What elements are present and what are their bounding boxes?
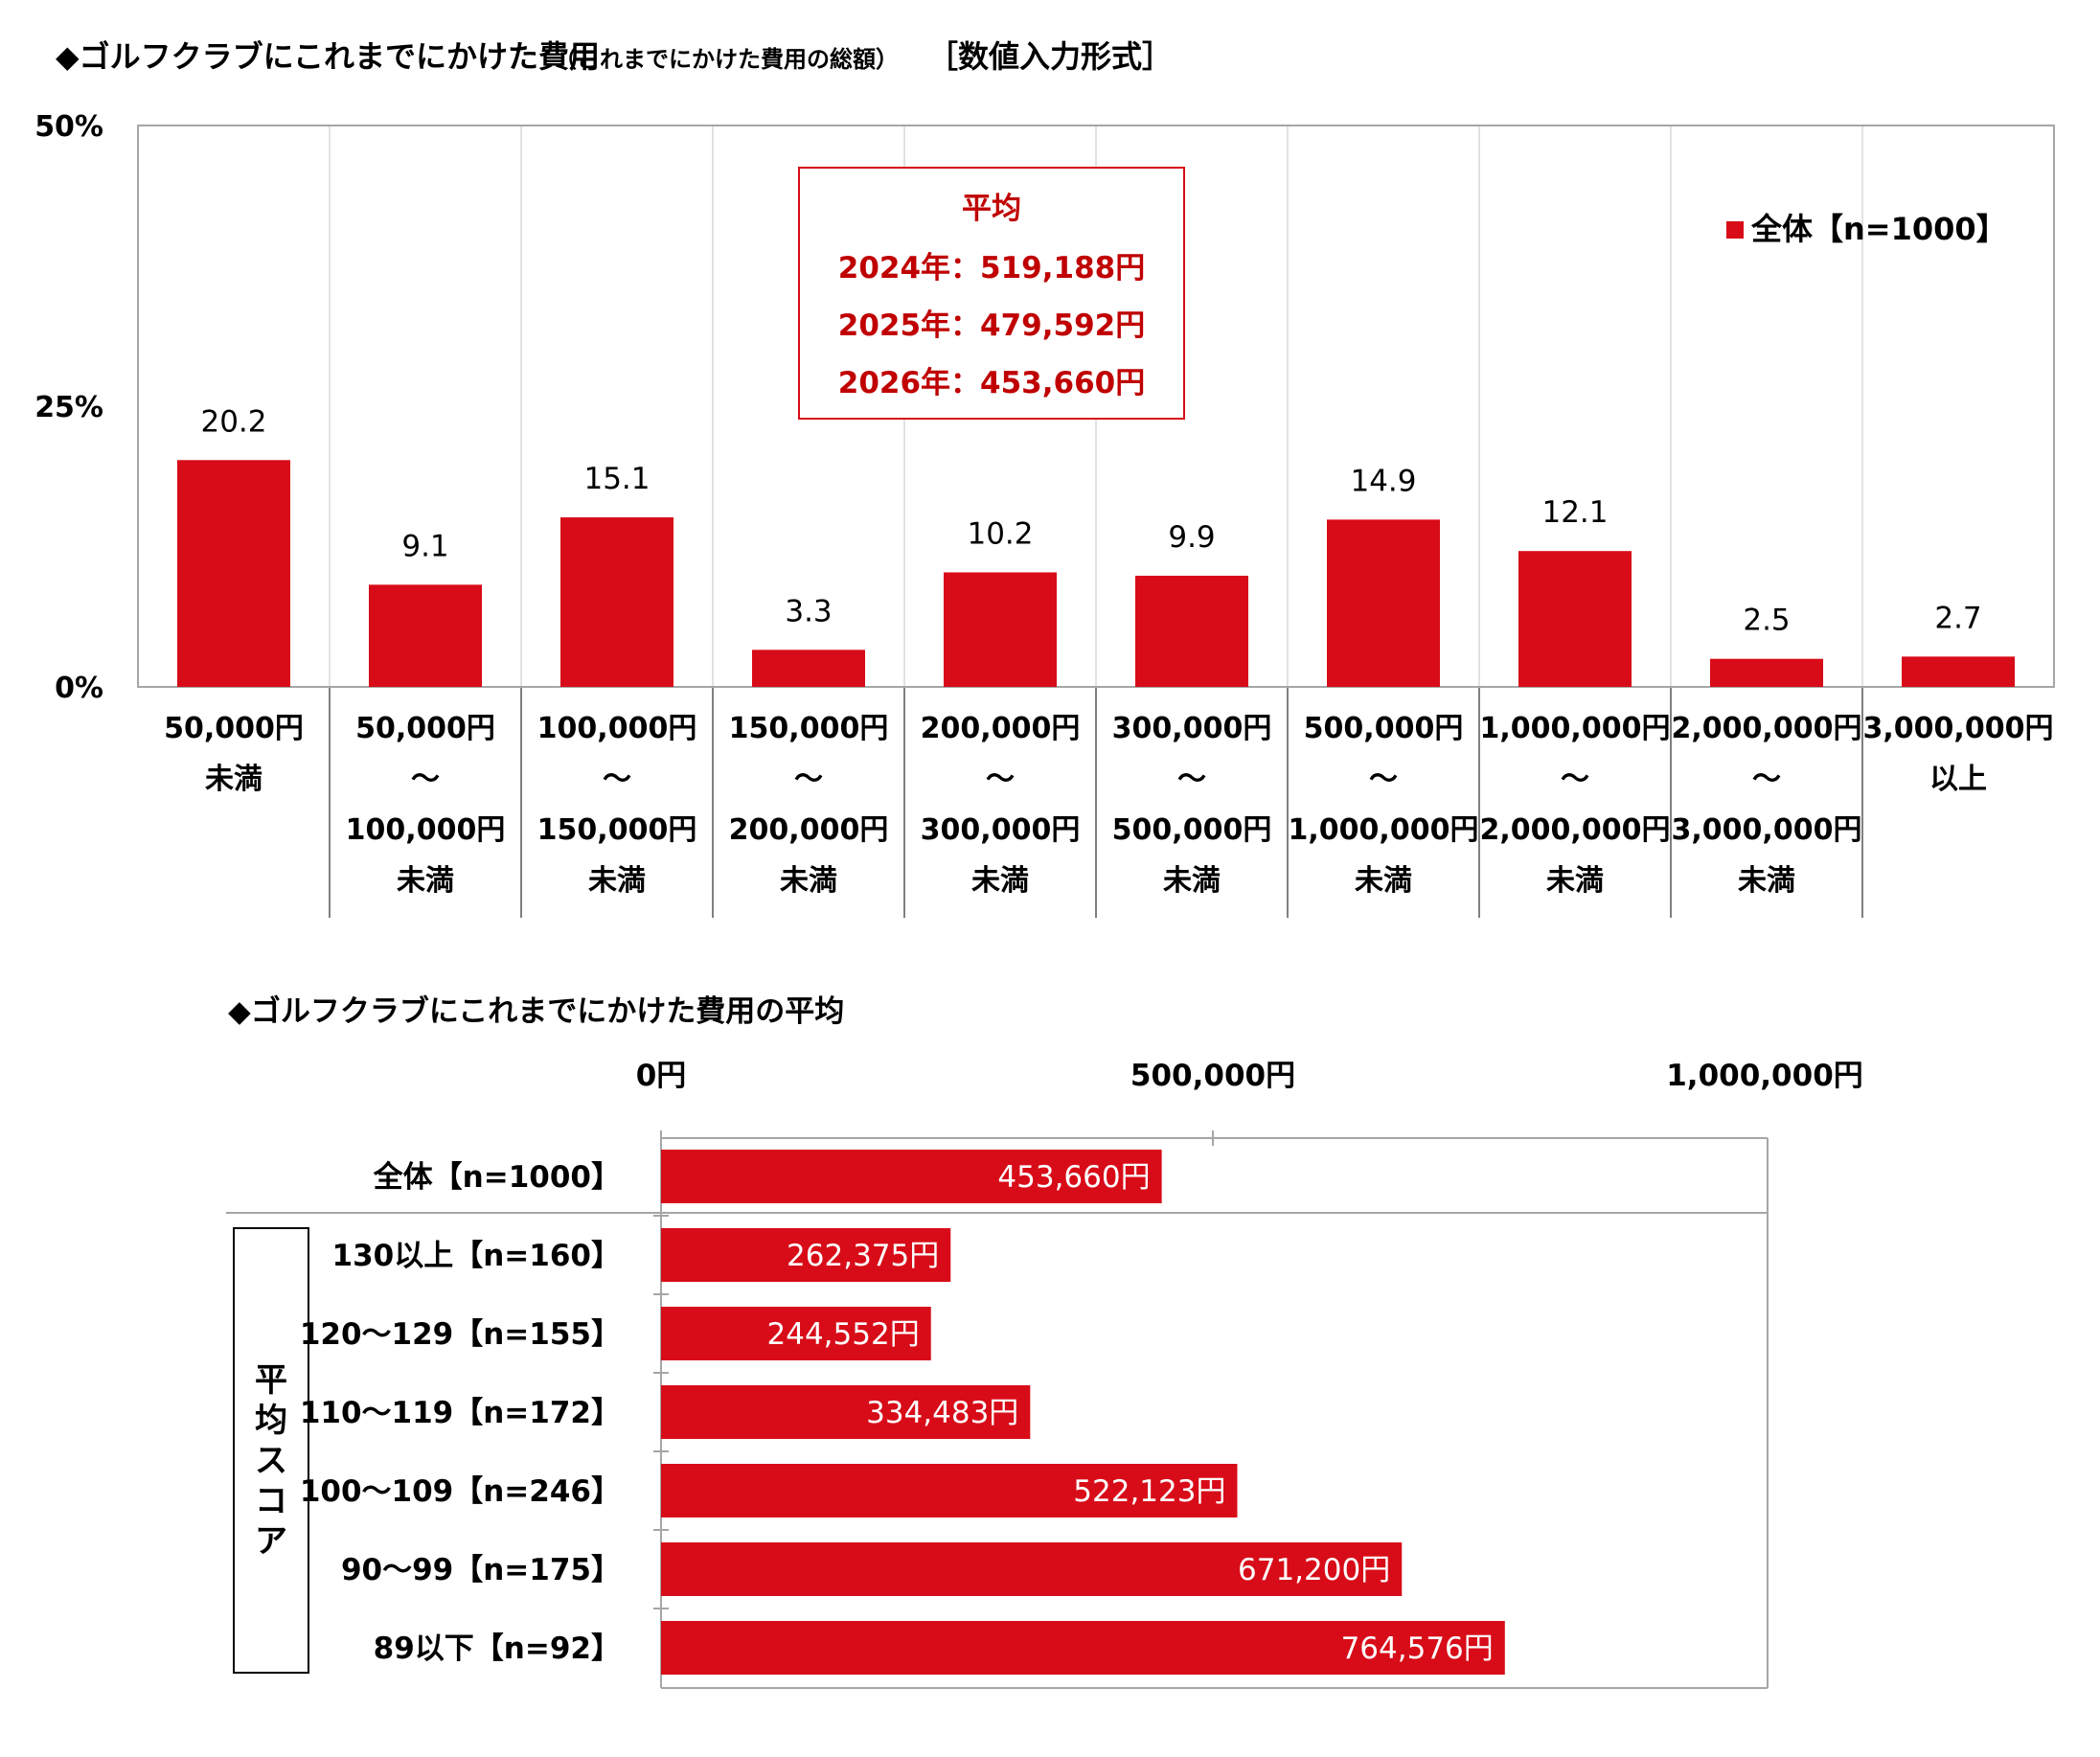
chart1-gridlines [329,126,1863,918]
bar-value-label: 2.5 [1743,604,1790,638]
y-tick-label: 90～99【n=175】 [341,1553,621,1587]
x-tick-label: 100,000円～ 150,000円未満 [537,712,697,898]
chart2-x-axis: 0円 500,000円 1,000,000円 [636,1059,1863,1093]
x-tick-label: 200,000円～ 300,000円未満 [921,712,1081,898]
bar [560,517,673,687]
bar [944,572,1057,687]
x-tick-label: 1,000,000円 [1666,1059,1863,1093]
x-tick-label: 1,000,000円～ 2,000,000円未満 [1480,712,1671,898]
bar-value-label: 2.7 [1934,601,1981,635]
bar-value-label: 453,660円 [997,1160,1150,1195]
chart1-legend: 全体【n=1000】 [1726,211,2007,247]
x-tick-label: 300,000円～ 500,000円未満 [1112,712,1272,898]
bar-value-label: 244,552円 [767,1317,920,1352]
y-tick-label: 110～119【n=172】 [300,1396,621,1430]
chart1-y-axis: 50% 25% 0% [34,110,103,705]
group-label: 平均スコア [255,1361,287,1561]
average-2026: 2026年：453,660円 [838,366,1145,400]
y-tick-label: 50% [34,110,103,144]
group-label-frame [233,1227,309,1674]
x-tick-label: 50,000円未満 [164,712,304,796]
x-tick-label: 3,000,000円以上 [1863,712,2054,796]
bar [1518,551,1632,687]
x-tick-label: 500,000円～ 1,000,000円未満 [1289,712,1479,898]
y-tick-label: 89以下【n=92】 [374,1632,621,1666]
average-heading: 平均 [962,192,1021,226]
bar [661,1542,1403,1596]
chart1-title-paren: （これまでにかけた費用の総額） [554,46,899,73]
bar [177,460,290,687]
bar [661,1464,1238,1517]
x-tick-label: 0円 [636,1059,687,1093]
legend-label: 全体【n=1000】 [1750,211,2007,247]
bar [1327,519,1440,687]
bar [661,1307,931,1360]
average-2025: 2025年：479,592円 [838,308,1145,343]
legend-swatch [1726,221,1744,239]
bar-value-label: 12.1 [1541,495,1608,530]
x-tick-label: 2,000,000円～ 3,000,000円未満 [1672,712,1862,898]
y-tick-label: 0% [55,672,103,705]
chart1-bars: 20.2 9.1 15.1 3.3 10.2 9.9 14.9 12.1 2.5 2.7 [177,404,2015,687]
y-tick-label: 130以上【n=160】 [332,1239,621,1273]
x-tick-label: 500,000円 [1130,1059,1295,1093]
bar-value-label: 9.9 [1168,520,1215,555]
bar-value-label: 14.9 [1350,464,1416,498]
bar [1902,656,2015,687]
chart2-rows: 453,660円 全体【n=1000】 262,375円 130以上【n=160】 24… [300,1150,1505,1675]
chart1-title-bracket: ［数値入力形式］ [927,38,1173,75]
bar-value-label: 20.2 [200,404,266,439]
bar-value-label: 764,576円 [1341,1632,1494,1666]
bar [1710,658,1823,687]
bar-value-label: 262,375円 [787,1239,939,1273]
bar [369,584,482,687]
bar-value-label: 671,200円 [1238,1553,1390,1587]
bar [752,650,865,687]
x-tick-label: 50,000円～ 100,000円未満 [346,712,506,898]
average-box: 平均 2024年：519,188円 2025年：479,592円 2026年：4… [798,167,1185,420]
bar [661,1385,1031,1439]
bar-value-label: 334,483円 [866,1396,1018,1430]
y-tick-label: 25% [34,391,103,424]
y-tick-label: 全体【n=1000】 [373,1160,621,1195]
average-2024: 2024年：519,188円 [838,251,1145,285]
bar-value-label: 15.1 [583,462,650,496]
bar-value-label: 3.3 [785,594,832,628]
chart1-title: ◆ゴルフクラブにこれまでにかけた費用 [56,38,600,75]
bar [661,1228,951,1282]
y-tick-label: 120～129【n=155】 [300,1317,621,1352]
group-label-box: 平均スコア [233,1227,309,1674]
chart1-plot-frame [137,125,2055,688]
bar [1135,575,1248,687]
bar [661,1621,1505,1675]
bar-value-label: 522,123円 [1073,1474,1225,1509]
x-tick-label: 150,000円～ 200,000円未満 [729,712,889,898]
bar-value-label: 10.2 [967,516,1033,551]
bar-value-label: 9.1 [401,529,448,563]
y-tick-label: 100～109【n=246】 [300,1474,621,1509]
bar [661,1150,1162,1203]
chart2-title: ◆ゴルフクラブにこれまでにかけた費用の平均 [228,994,844,1029]
average-box-frame [798,167,1185,420]
